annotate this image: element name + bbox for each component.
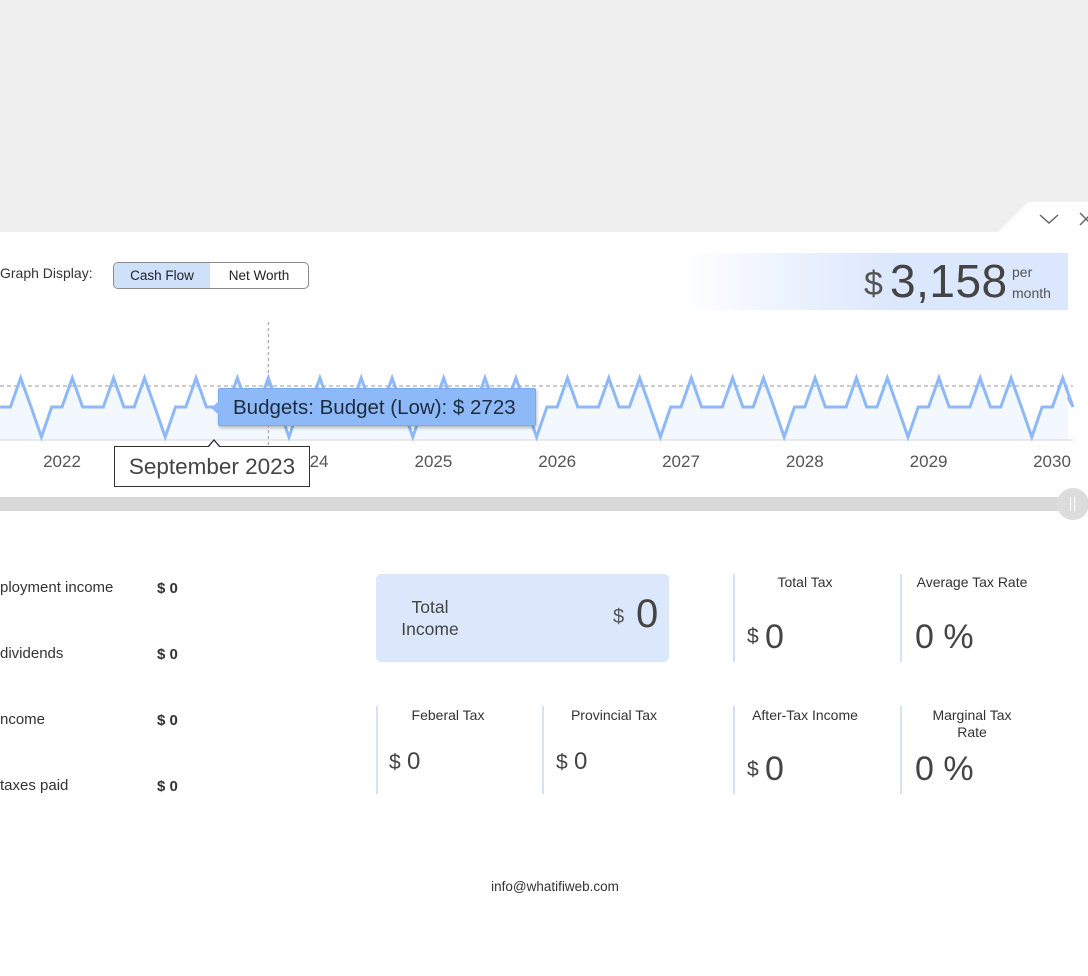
total-income-card [376,574,669,662]
top-background [0,0,1088,232]
total-income-label: Total Income [401,597,459,639]
x-tick-label-2026: 2026 [538,452,576,471]
after-tax-income-title: After-Tax Income [752,707,858,723]
summary-currency: $ [864,265,883,303]
graph-display-toggle[interactable]: Cash Flow Net Worth [113,262,309,289]
average-tax-rate-title: Average Tax Rate [916,574,1028,590]
summary-amount: 3,158 [890,255,1008,307]
taxes-paid-value: $ 0 [157,778,178,795]
federal-tax-currency: $ [389,751,401,774]
after-tax-income-currency: $ [747,758,759,781]
x-tick-label-2027: 2027 [662,452,700,471]
total-tax-card [733,574,735,662]
dividends-value: $ 0 [157,646,178,663]
after-tax-income-card [733,706,735,794]
series-line-budget-low [0,373,1075,442]
chart-area-fill [0,378,1073,440]
timeline-scrollbar[interactable] [0,497,1070,511]
employment-income-value: $ 0 [157,580,178,597]
x-tick-label-2022: 2022 [43,452,81,471]
marginal-tax-rate-card [900,706,902,794]
summary-period: per month [1012,262,1051,304]
x-tick-label-2030: 2030 [1033,452,1071,471]
provincial-tax-card [542,706,544,794]
x-tick-label-2028: 2028 [786,452,824,471]
chart-tooltip: Budgets: Budget (Low): $ 2723 [211,388,536,426]
average-tax-rate-value: 0 % [915,618,974,656]
cash-flow-option[interactable]: Cash Flow [114,263,210,288]
provincial-tax-currency: $ [556,751,568,774]
federal-tax-card [376,706,378,794]
total-income-value: 0 [636,592,659,636]
net-worth-option[interactable]: Net Worth [228,268,290,283]
marginal-tax-rate-title: Marginal Tax Rate [932,707,1012,740]
provincial-tax-value: 0 [574,748,588,775]
total-tax-value: 0 [765,618,784,656]
x-tick-label-2025: 2025 [414,452,452,471]
scrollbar-handle[interactable] [1057,488,1088,520]
total-tax-currency: $ [747,625,759,648]
other-income-label: ncome [0,711,46,728]
after-tax-income-value: 0 [765,750,784,788]
federal-tax-title: Feberal Tax [411,707,485,723]
x-tick-label-2029: 2029 [910,452,948,471]
provincial-tax-title: Provincial Tax [570,707,658,723]
average-tax-rate-card [900,574,902,662]
graph-display-label: Graph Display: [0,265,93,281]
monthly-summary-banner [680,253,1068,310]
federal-tax-value: 0 [407,748,421,775]
close-icon[interactable] [1076,210,1088,228]
dividends-label: dividends [0,645,64,662]
footer-email[interactable]: info@whatifiweb.com [491,879,619,894]
total-tax-title: Total Tax [777,574,833,590]
chevron-down-icon[interactable] [1038,210,1060,228]
hover-date-label: September 2023 [114,439,310,487]
total-income-currency: $ [613,606,625,628]
marginal-tax-rate-value: 0 % [915,750,974,788]
taxes-paid-label: taxes paid [0,777,69,794]
employment-income-label: ployment income [0,579,114,596]
summary-period-word-2: month [1012,285,1051,301]
summary-period-word-1: per [1012,264,1033,280]
other-income-value: $ 0 [157,712,178,729]
